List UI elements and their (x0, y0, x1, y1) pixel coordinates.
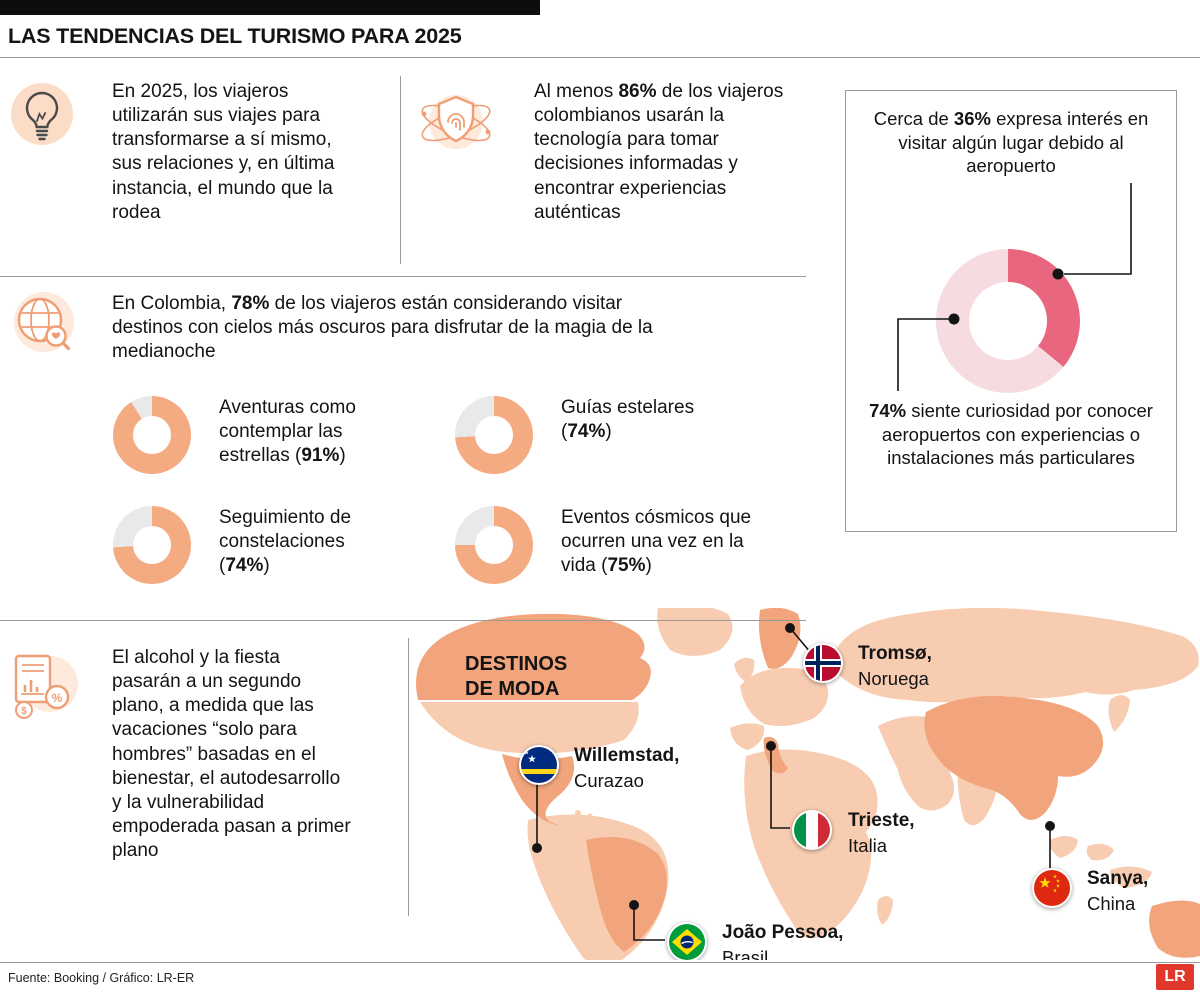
map-region-australia (1149, 900, 1200, 958)
destination-joao-pessoa: João Pessoa, Brasil (722, 921, 843, 960)
section-divider-1 (0, 276, 806, 277)
bottom-section-divider (408, 638, 409, 916)
destination-willemstad: Willemstad, Curazao (574, 744, 679, 793)
cosmic-events-donut-chart (455, 506, 533, 584)
destination-sanya: Sanya, China (1087, 867, 1148, 916)
destinations-heading: DESTINOS DE MODA (465, 653, 568, 700)
svg-text:%: % (52, 691, 63, 705)
transformation-text: En 2025, los viajeros utilizarán sus via… (112, 81, 335, 223)
map-region-europe (740, 667, 829, 726)
airport-top-stat: 36% (953, 108, 991, 129)
map-region-usa (420, 702, 639, 754)
world-map-svg (416, 608, 1200, 960)
airport-bottom-stat: 74% (869, 400, 907, 421)
section-divider-2 (0, 620, 806, 621)
star-guides-donut-chart (455, 396, 533, 474)
destination-trieste: Trieste, Italia (848, 809, 915, 858)
stat-constellations: Seguimiento de constelaciones (74%) (113, 506, 394, 584)
globe-search-icon (4, 286, 80, 367)
airport-donut-chart (936, 249, 1080, 393)
map-region-norway (759, 608, 801, 669)
destination-city: Trieste, (848, 810, 915, 831)
stat-star-guides: Guías estelares (74%) (455, 396, 726, 474)
lightbulb-icon (6, 80, 78, 157)
destination-country: Noruega (858, 667, 929, 689)
wellbeing-text: El alcohol y la fiesta pasarán a un segu… (112, 647, 351, 861)
stargazing-label: Aventuras como contemplar las estrellas … (219, 397, 356, 466)
airport-top-pre: Cerca de (873, 108, 954, 129)
footer-divider (0, 962, 1200, 963)
destination-city: João Pessoa, (722, 922, 844, 943)
destination-city: Sanya, (1087, 868, 1149, 889)
destination-country: Curazao (574, 769, 644, 791)
finance-doc-icon: % $ (4, 644, 84, 729)
china-flag-icon (1032, 868, 1072, 908)
lr-logo: LR (1156, 964, 1194, 990)
destination-city: Tromsø, (858, 643, 932, 664)
airport-top-text: Cerca de 36% expresa interés en visitar … (871, 107, 1151, 178)
destination-city: Willemstad, (574, 745, 680, 766)
header-black-bar (0, 0, 540, 15)
airport-bottom-post: siente curiosidad por conocer aeropuerto… (881, 400, 1153, 469)
footer-source: Fuente: Booking / Gráfico: LR-ER (8, 971, 195, 985)
dark-skies-pre: En Colombia, (112, 293, 232, 314)
technology-text-post: de los viajeros colombianos usarán la te… (534, 81, 784, 223)
fingerprint-shield-icon (412, 80, 500, 173)
destination-country: Italia (848, 834, 888, 856)
airport-interest-panel: Cerca de 36% expresa interés en visitar … (845, 90, 1177, 532)
stat-stargazing: Aventuras como contemplar las estrellas … (113, 396, 399, 474)
dark-skies-text: En Colombia, 78% de los viajeros están c… (112, 292, 690, 364)
constellations-donut-chart (113, 506, 191, 584)
cosmic-events-label: Eventos cósmicos que ocurren una vez en … (561, 507, 752, 576)
title-divider (0, 57, 1200, 58)
italy-flag-icon (792, 810, 832, 850)
norway-flag-icon (803, 643, 843, 683)
dark-skies-post: de los viajeros están considerando visit… (112, 293, 653, 363)
dark-skies-stat: 78% (231, 293, 270, 314)
technology-stat: 86% (618, 81, 657, 102)
brazil-flag-icon (667, 922, 707, 960)
constellations-label: Seguimiento de constelaciones (74%) (219, 507, 352, 576)
technology-text: Al menos 86% de los viajeros colombianos… (534, 80, 784, 225)
map-region-canada (416, 613, 651, 700)
technology-text-pre: Al menos (534, 81, 619, 102)
stargazing-donut-chart (113, 396, 191, 474)
world-map: DESTINOS DE MODA Tromsø, Noruega Willems… (410, 608, 1200, 960)
curacao-flag-icon (519, 745, 559, 785)
stat-cosmic-events: Eventos cósmicos que ocurren una vez en … (455, 506, 771, 584)
map-region-russia (830, 608, 1199, 703)
destination-country: China (1087, 892, 1136, 914)
svg-text:$: $ (21, 706, 27, 717)
airport-bottom-text: 74% siente curiosidad por conocer aeropu… (866, 399, 1156, 470)
map-region-greenland (657, 608, 733, 656)
top-section-divider (400, 76, 401, 264)
airport-top-post: expresa interés en visitar algún lugar d… (898, 108, 1149, 177)
destination-tromso: Tromsø, Noruega (858, 642, 932, 691)
page-title: LAS TENDENCIAS DEL TURISMO PARA 2025 (8, 24, 462, 48)
star-guides-label: Guías estelares (74%) (561, 397, 695, 442)
map-region-china (924, 695, 1104, 820)
destination-country: Brasil (722, 946, 769, 960)
